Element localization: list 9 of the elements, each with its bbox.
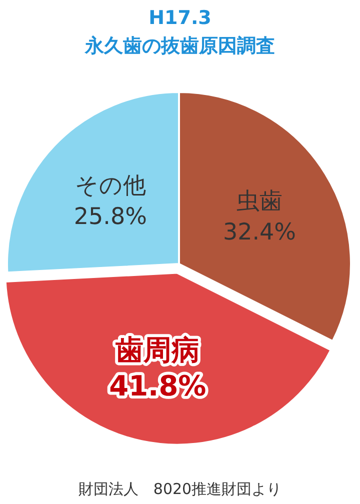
chart-subtitle: 永久歯の抜歯原因調査 (84, 35, 275, 57)
data-label: 32.4% (222, 219, 296, 246)
data-label: 41.8% (109, 369, 206, 402)
chart-title: H17.3 (148, 7, 212, 29)
slice-label: その他 (74, 172, 146, 199)
slice-label: 虫歯 (236, 188, 283, 214)
text: 財団法人 8020推進財団より (78, 480, 282, 498)
data-label: 25.8% (74, 204, 147, 230)
slice-label: 歯周病 (114, 333, 200, 366)
